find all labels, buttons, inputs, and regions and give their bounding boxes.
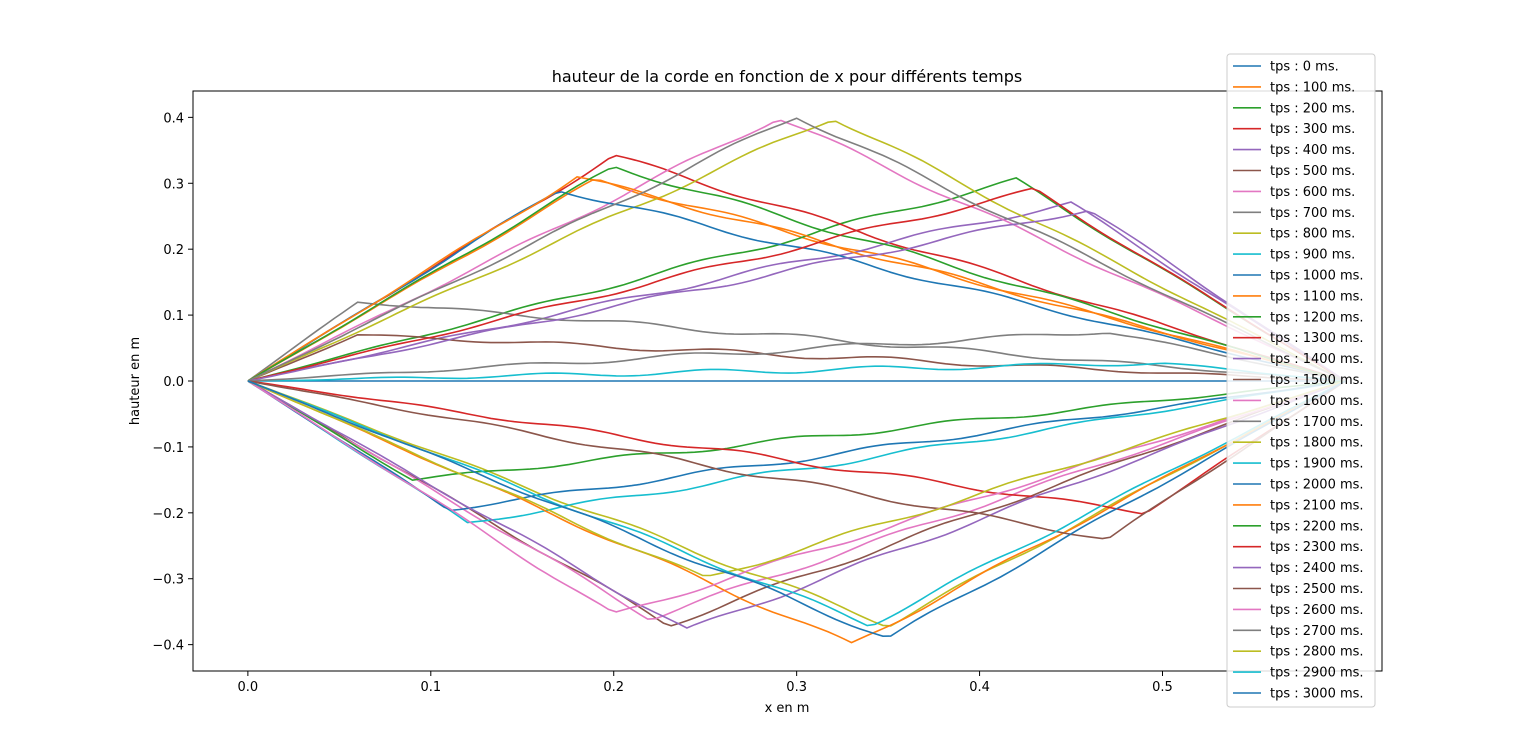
series-line bbox=[247, 380, 1346, 644]
series-line bbox=[247, 380, 1346, 524]
y-tick-label: −0.4 bbox=[152, 639, 184, 654]
legend-entry: tps : 2200 ms. bbox=[1270, 519, 1364, 534]
legend-entry: tps : 1200 ms. bbox=[1270, 310, 1364, 325]
legend-entry: tps : 300 ms. bbox=[1270, 122, 1355, 137]
y-tick-label: 0.1 bbox=[163, 309, 184, 324]
legend-entry: tps : 2800 ms. bbox=[1270, 645, 1364, 660]
series-line bbox=[247, 380, 1346, 627]
legend-entry: tps : 1600 ms. bbox=[1270, 394, 1364, 409]
legend-entry: tps : 1500 ms. bbox=[1270, 373, 1364, 388]
x-tick-label: 0.2 bbox=[603, 680, 624, 695]
legend-entry: tps : 2500 ms. bbox=[1270, 582, 1364, 597]
series-line bbox=[247, 362, 1346, 382]
legend-box bbox=[1226, 53, 1376, 708]
x-tick-label: 0.1 bbox=[420, 680, 441, 695]
legend-entry: tps : 500 ms. bbox=[1270, 164, 1355, 179]
series-line bbox=[247, 380, 1346, 629]
x-tick-label: 0.5 bbox=[1152, 680, 1173, 695]
legend-entry: tps : 700 ms. bbox=[1270, 206, 1355, 221]
legend-entry: tps : 200 ms. bbox=[1270, 101, 1355, 116]
legend-entry: tps : 2700 ms. bbox=[1270, 624, 1364, 639]
y-tick-label: 0.4 bbox=[163, 111, 184, 126]
legend-entry: tps : 1900 ms. bbox=[1270, 457, 1364, 472]
x-tick-label: 0.0 bbox=[238, 680, 259, 695]
series-line bbox=[247, 117, 1346, 382]
legend-entry: tps : 400 ms. bbox=[1270, 143, 1355, 158]
legend-entry: tps : 1700 ms. bbox=[1270, 415, 1364, 430]
y-tick-label: −0.2 bbox=[152, 507, 184, 522]
legend-entry: tps : 1800 ms. bbox=[1270, 436, 1364, 451]
legend-entry: tps : 1400 ms. bbox=[1270, 352, 1364, 367]
series-line bbox=[247, 380, 1346, 627]
legend-entry: tps : 2600 ms. bbox=[1270, 603, 1364, 618]
y-axis-label: hauteur en m bbox=[128, 337, 143, 425]
legend-entry: tps : 1000 ms. bbox=[1270, 269, 1364, 284]
series-line bbox=[247, 380, 1346, 577]
x-tick-label: 0.3 bbox=[786, 680, 807, 695]
x-tick-label: 0.4 bbox=[969, 680, 990, 695]
legend-entry: tps : 900 ms. bbox=[1270, 248, 1355, 263]
series-line bbox=[247, 380, 1346, 620]
legend-entry: tps : 1100 ms. bbox=[1270, 289, 1364, 304]
series-line bbox=[247, 166, 1346, 382]
series-line bbox=[247, 176, 1346, 382]
series-line bbox=[247, 380, 1346, 540]
series-line bbox=[247, 187, 1346, 382]
series-line bbox=[247, 119, 1346, 382]
legend-entry: tps : 2400 ms. bbox=[1270, 561, 1364, 576]
series-line bbox=[247, 154, 1346, 382]
series-line bbox=[247, 380, 1346, 482]
series-line bbox=[247, 191, 1346, 382]
legend-entry: tps : 2000 ms. bbox=[1270, 478, 1364, 493]
legend-entry: tps : 0 ms. bbox=[1270, 60, 1339, 75]
legend-entry: tps : 2900 ms. bbox=[1270, 666, 1364, 681]
series-lines bbox=[247, 117, 1346, 644]
chart-title: hauteur de la corde en fonction de x pou… bbox=[552, 67, 1023, 86]
legend-entry: tps : 800 ms. bbox=[1270, 227, 1355, 242]
series-line bbox=[247, 201, 1346, 382]
y-tick-label: −0.1 bbox=[152, 441, 184, 456]
y-tick-label: 0.2 bbox=[163, 243, 184, 258]
series-line bbox=[247, 210, 1346, 382]
legend: tps : 0 ms. tps : 100 ms. tps : 200 ms. tps… bbox=[1226, 53, 1376, 708]
legend-entry: tps : 3000 ms. bbox=[1270, 687, 1364, 702]
legend-entry: tps : 2300 ms. bbox=[1270, 540, 1364, 555]
y-tick-label: 0.0 bbox=[163, 375, 184, 390]
series-line bbox=[247, 380, 1346, 613]
series-line bbox=[247, 380, 1346, 638]
y-tick-label: −0.3 bbox=[152, 573, 184, 588]
legend-entry: tps : 100 ms. bbox=[1270, 80, 1355, 95]
x-axis-label: x en m bbox=[765, 701, 810, 716]
legend-entry: tps : 2100 ms. bbox=[1270, 498, 1364, 513]
legend-entry: tps : 1300 ms. bbox=[1270, 331, 1364, 346]
y-tick-label: 0.3 bbox=[163, 177, 184, 192]
series-line bbox=[247, 301, 1346, 382]
series-line bbox=[247, 380, 1346, 627]
legend-entry: tps : 600 ms. bbox=[1270, 185, 1355, 200]
series-line bbox=[247, 120, 1346, 382]
y-axis: −0.4 −0.3 −0.2 −0.1 0.0 0.1 0.2 0.3 0.4 bbox=[152, 111, 193, 654]
series-line bbox=[247, 332, 1346, 382]
x-axis: 0.0 0.1 0.2 0.3 0.4 0.5 bbox=[238, 671, 1173, 695]
